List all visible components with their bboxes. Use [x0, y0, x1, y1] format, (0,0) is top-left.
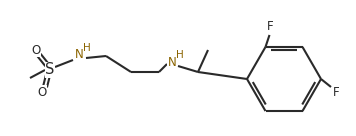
Text: H: H	[83, 43, 91, 53]
Text: H: H	[176, 50, 184, 60]
Text: N: N	[75, 47, 83, 61]
Text: O: O	[37, 86, 47, 98]
Text: O: O	[31, 44, 41, 56]
Text: F: F	[267, 20, 274, 33]
Text: F: F	[333, 86, 339, 100]
Text: S: S	[45, 63, 55, 78]
Text: N: N	[168, 55, 176, 69]
